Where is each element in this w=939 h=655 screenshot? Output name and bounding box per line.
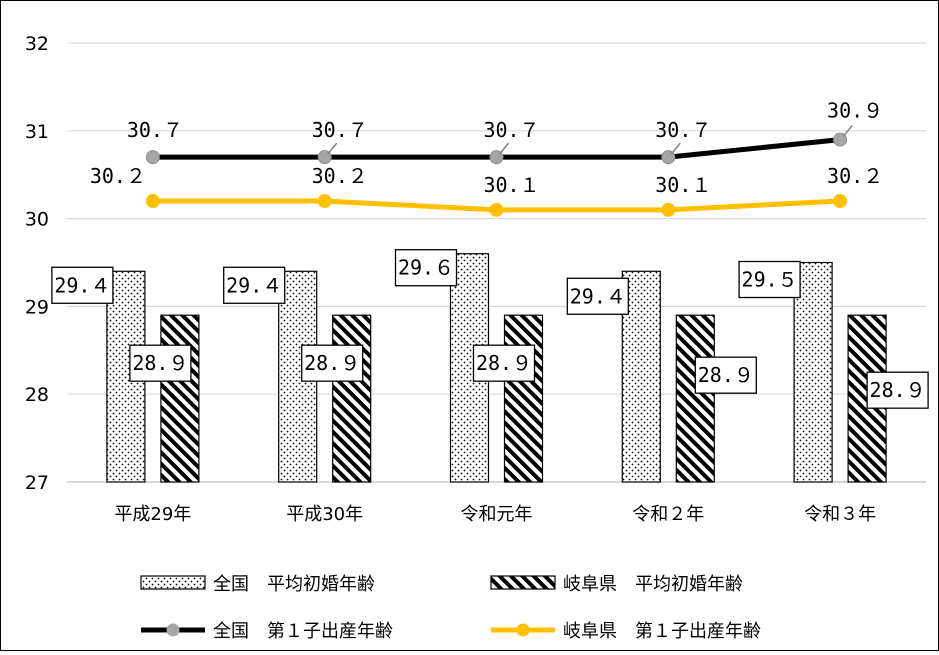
line-data-label: 30.１ [655,173,711,197]
data-labels: 29.４ 29.４ 29.６ 29.４ 29.５ 28.９ 28.９ 28.９ 28.９ 28.９… [51,99,929,409]
bar-data-label: 29.５ [742,268,798,292]
bar [503,314,544,483]
bar [793,261,833,483]
bar-data-label: 28.９ [304,351,360,375]
legend-marker [516,623,530,637]
line-point [317,194,332,209]
bars [106,253,887,483]
x-category-label: 令和３年 [804,504,876,525]
y-axis-ticks: 27 28 29 30 31 32 [25,33,49,494]
line-point [661,202,676,217]
bar [332,314,372,483]
bar-data-label: 28.９ [476,351,532,375]
x-category-label: 令和２年 [632,504,704,525]
y-tick-label: 31 [25,121,49,143]
bar-data-label: 28.９ [698,363,754,387]
line-data-label: 30.２ [827,164,883,188]
bar-label-box [223,266,286,304]
legend-label: 岐阜県 第１子出産年齢 [563,621,761,642]
legend-swatch [490,575,556,590]
x-category-label: 令和元年 [461,504,533,525]
label-leader [842,125,853,138]
legend-swatch [140,575,206,590]
bar-label-box [394,249,458,287]
bar-data-label: 29.４ [54,273,110,297]
bar-label-box [738,260,801,299]
grid-lines [67,42,926,483]
bar-label-box [694,356,757,394]
line-data-label: 30.７ [655,118,711,142]
line-data-label: 30.１ [483,173,539,197]
bar-data-label: 29.４ [570,284,626,308]
x-category-label: 平成29年 [114,504,191,525]
line-data-label: 30.７ [483,118,539,142]
y-tick-label: 27 [25,472,49,494]
x-axis-categories: 平成29年 平成30年 令和元年 令和２年 令和３年 [114,504,876,525]
bar-data-label: 29.４ [226,273,282,297]
line-point [145,194,160,209]
bar [675,314,715,483]
bar-data-label: 28.９ [132,351,188,375]
label-leader [498,142,510,155]
bar-label-box [472,344,536,382]
line-data-label: 30.９ [827,99,883,123]
label-leader [670,142,681,155]
legend-label: 全国 平均初婚年齢 [213,574,375,595]
legend-label: 全国 第１子出産年齢 [213,621,393,642]
y-tick-label: 32 [25,33,49,55]
bar-data-label: 28.９ [870,378,926,402]
bar-label-box [301,344,364,382]
line-point [833,194,848,209]
y-tick-label: 28 [25,384,49,406]
line-data-label: 30.７ [312,118,368,142]
line-point [145,150,160,165]
bar [621,270,661,483]
bar [160,314,200,483]
bar-label-box [866,371,929,409]
bar-label-box [51,266,114,304]
bar-label-box [129,344,192,382]
y-tick-label: 30 [25,209,49,231]
bar-label-box [566,277,629,315]
legend-label: 岐阜県 平均初婚年齢 [563,574,743,595]
line-data-label: 30.２ [312,164,368,188]
x-category-label: 平成30年 [286,504,363,525]
bar-data-label: 29.６ [398,256,454,280]
label-leader [327,142,338,155]
line-point [489,202,504,217]
line-data-label: 30.７ [127,118,183,142]
y-tick-label: 29 [25,296,49,318]
legend-marker [166,623,180,637]
line-data-label: 30.２ [90,164,146,188]
